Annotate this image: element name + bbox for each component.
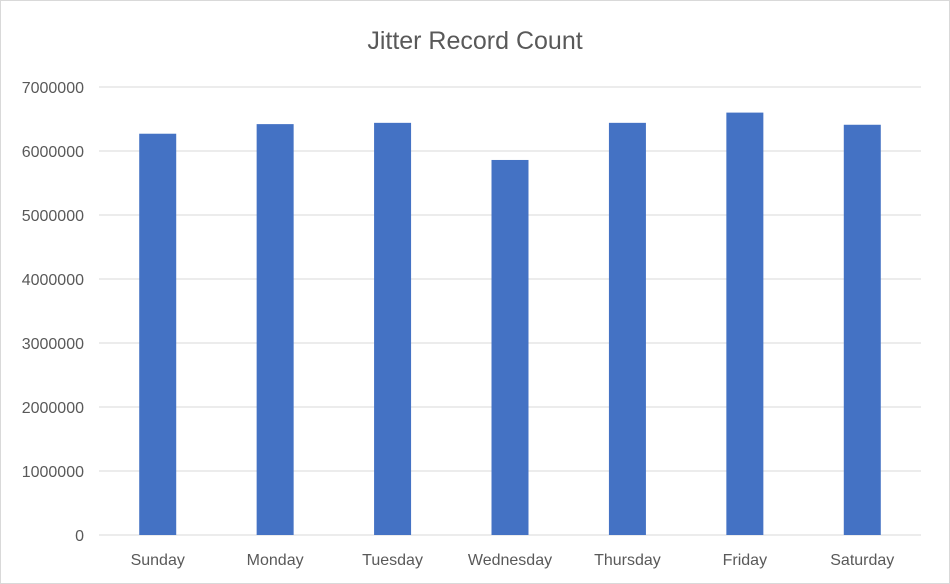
y-tick-label: 0 bbox=[75, 528, 84, 545]
x-tick-label: Thursday bbox=[594, 552, 661, 569]
y-tick-label: 1000000 bbox=[22, 464, 84, 481]
y-tick-label: 6000000 bbox=[22, 144, 84, 161]
chart-title: Jitter Record Count bbox=[367, 27, 583, 55]
y-tick-label: 3000000 bbox=[22, 336, 84, 353]
bar-tuesday bbox=[374, 122, 412, 535]
x-tick-label: Saturday bbox=[830, 552, 894, 569]
x-tick-label: Wednesday bbox=[468, 552, 552, 569]
x-tick-label: Monday bbox=[247, 552, 304, 569]
y-tick-label: 5000000 bbox=[22, 208, 84, 225]
bar-monday bbox=[256, 124, 294, 536]
bar-wednesday bbox=[491, 159, 529, 535]
bar-friday bbox=[726, 112, 764, 535]
x-tick-label: Tuesday bbox=[362, 552, 423, 569]
y-tick-label: 7000000 bbox=[22, 80, 84, 97]
y-tick-label: 4000000 bbox=[22, 272, 84, 289]
bar-thursday bbox=[608, 122, 646, 535]
bar-sunday bbox=[139, 133, 177, 535]
x-tick-label: Sunday bbox=[131, 552, 185, 569]
y-tick-label: 2000000 bbox=[22, 400, 84, 417]
bar-saturday bbox=[843, 124, 881, 535]
x-tick-label: Friday bbox=[723, 552, 767, 569]
